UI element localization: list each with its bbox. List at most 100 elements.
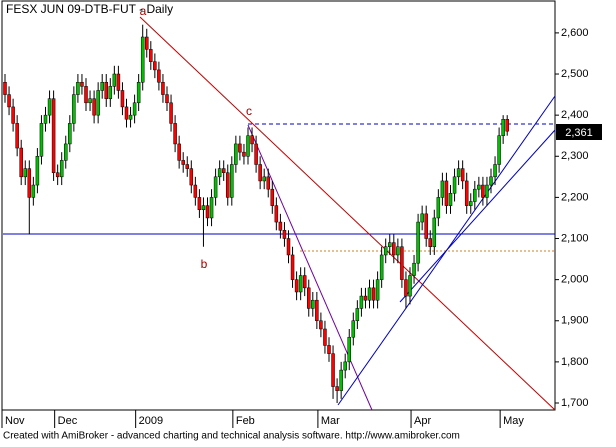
candle-body — [209, 197, 214, 219]
candle-body — [193, 184, 198, 198]
candle-body — [359, 295, 364, 309]
candle-body — [161, 81, 165, 95]
candle-body — [473, 188, 477, 202]
y-tick-label: 2,400 — [561, 109, 589, 121]
candle-body — [116, 73, 121, 91]
candle-body — [181, 160, 185, 165]
y-tick-label: 2,500 — [561, 68, 589, 80]
candle-body — [177, 143, 181, 161]
y-tick-label: 2,200 — [561, 191, 589, 203]
candle-body — [189, 168, 194, 186]
candle-body — [7, 94, 11, 108]
y-tick-label: 1,900 — [561, 315, 589, 327]
candle-body — [331, 353, 335, 387]
candle-body — [505, 119, 509, 132]
candle-body — [104, 81, 108, 99]
x-tick-label: Mar — [321, 415, 340, 427]
candle-body — [234, 143, 238, 165]
x-tick-label: May — [503, 415, 524, 427]
candle-body — [464, 180, 469, 206]
candle-body — [408, 275, 412, 297]
last-price-label: 2,361 — [565, 127, 593, 139]
candle-body — [440, 180, 445, 198]
chart-title: FESX JUN 09-DTB-FUT - Daily — [6, 2, 173, 16]
candle-body — [230, 164, 234, 198]
candle-body — [388, 242, 392, 247]
candle-body — [76, 81, 80, 95]
candle-body — [35, 156, 40, 186]
candle-body — [165, 94, 169, 104]
candle-body — [112, 73, 117, 87]
trend-line — [399, 129, 556, 303]
candle-body — [128, 114, 133, 120]
candle-body — [242, 151, 246, 157]
candle-body — [282, 230, 287, 239]
candle-body — [132, 102, 137, 116]
candle-body — [19, 147, 23, 178]
candle-body — [213, 176, 218, 198]
candle-body — [258, 164, 262, 182]
candle-body — [477, 184, 481, 190]
annotation: c — [246, 104, 252, 118]
candle-body — [84, 86, 88, 104]
candle-body — [489, 176, 493, 186]
candle-body — [416, 221, 420, 264]
candle-body — [201, 205, 206, 210]
candle-body — [31, 184, 36, 198]
candle-body — [3, 81, 7, 95]
annotation: a — [140, 4, 147, 18]
candle-body — [383, 246, 388, 256]
candle-body — [294, 279, 299, 293]
candle-body — [311, 299, 315, 309]
candle-body — [444, 180, 449, 206]
candle-body — [226, 172, 230, 198]
candle-body — [120, 90, 125, 108]
x-tick-label: Dec — [58, 415, 78, 427]
candle-body — [396, 246, 400, 256]
candle-body — [424, 213, 428, 239]
candle-body — [485, 184, 489, 198]
last-price-box — [556, 124, 602, 140]
annotation: b — [201, 257, 208, 271]
candle-body — [23, 168, 27, 178]
candle-body — [501, 119, 505, 136]
candle-body — [432, 217, 437, 247]
candle-body — [481, 184, 485, 198]
candle-body — [92, 98, 96, 116]
candle-body — [197, 197, 202, 210]
candle-body — [392, 242, 396, 256]
candle-body — [456, 168, 461, 178]
candle-body — [153, 61, 157, 71]
candle-body — [274, 205, 279, 223]
candle-body — [221, 168, 226, 173]
candle-body — [108, 86, 113, 99]
candle-body — [64, 143, 68, 161]
candle-body — [436, 197, 441, 219]
candle-body — [286, 238, 291, 256]
candle-body — [307, 287, 311, 309]
trend-line — [139, 16, 556, 411]
x-tick-label: Feb — [236, 415, 255, 427]
candle-body — [266, 176, 270, 190]
candle-body — [323, 328, 327, 346]
candle-body — [51, 98, 56, 173]
candle-body — [420, 213, 424, 223]
y-tick-label: 2,000 — [561, 274, 589, 286]
candle-body — [278, 221, 283, 231]
candle-body — [270, 188, 275, 206]
candle-body — [400, 246, 404, 280]
candle-body — [140, 36, 145, 83]
candle-body — [363, 295, 368, 301]
candle-body — [428, 238, 432, 247]
candle-body — [88, 98, 92, 104]
candle-body — [327, 345, 331, 354]
x-tick-label: Nov — [5, 415, 25, 427]
y-tick-label: 1,800 — [561, 356, 589, 368]
candle-body — [59, 160, 64, 178]
candle-body — [335, 386, 339, 391]
x-tick-label: Apr — [414, 415, 431, 427]
candle-body — [298, 275, 303, 293]
candle-body — [355, 308, 360, 322]
y-tick-label: 1,700 — [561, 397, 589, 409]
